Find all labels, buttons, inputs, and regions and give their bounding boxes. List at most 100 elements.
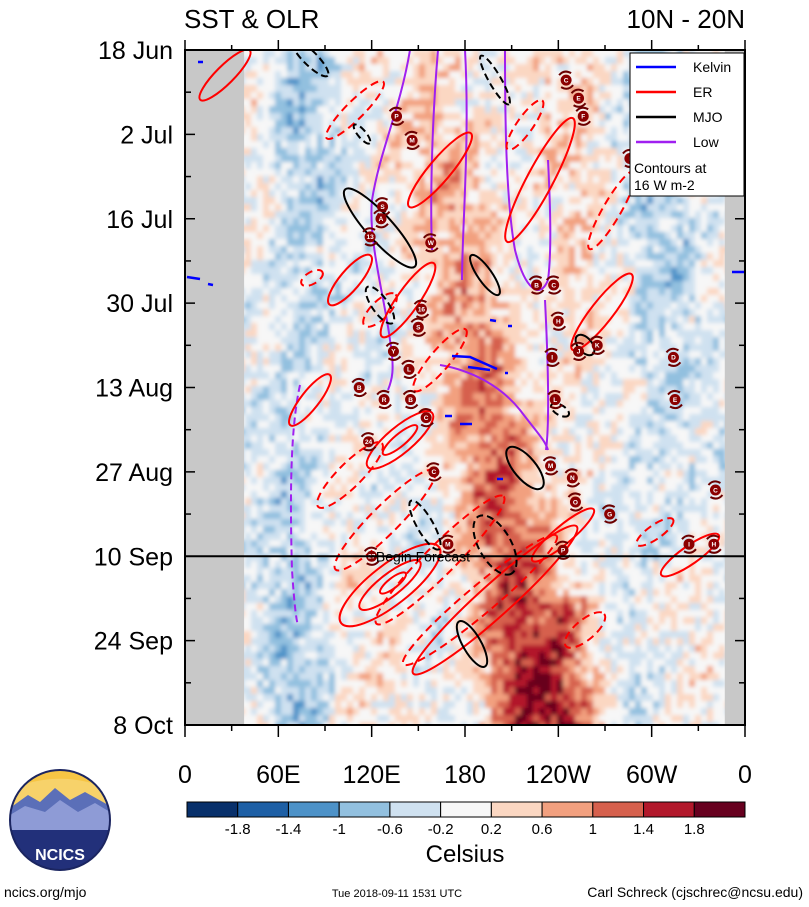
tc-marker: P [555,540,571,560]
y-tick-label: 2 Jul [120,121,173,149]
tc-marker: F [575,106,591,126]
legend-label: Kelvin [693,59,731,75]
tc-marker-letter: O [573,499,578,506]
legend-entry: MJO [636,109,723,125]
tc-marker-letter: N [570,475,575,482]
colorbar-tick-label: -0.2 [428,821,454,838]
colorbar-tick-label: -1 [333,821,346,838]
colorbar-unit-label: Celsius [426,841,505,868]
tc-marker-letter: 16 [418,306,426,313]
colorbar-swatch [440,801,492,818]
tc-marker-letter: Y [391,349,396,356]
tc-marker-letter: B [408,397,413,404]
colorbar-swatch [186,801,239,818]
tc-marker: G [601,504,618,524]
tc-marker-letter: C [432,469,437,476]
x-tick-label: 60W [626,761,678,789]
tc-marker-letter: I [688,541,690,548]
x-tick-label: 0 [178,761,192,789]
tc-marker-letter: H [556,319,561,326]
colorbar-swatch [338,801,391,818]
legend: Kelvin ER MJO Low Contours at 16 W m-2 [629,52,745,197]
tc-marker-letter: M [409,138,414,145]
tc-marker-letter: I [551,355,553,362]
y-tick-label: 10 Sep [94,543,173,571]
tc-marker-letter: S [380,204,385,211]
colorbar-tick-label: -1.8 [225,821,251,838]
tc-marker: M [542,456,559,476]
colorbar: -1.8 -1.4 -1 -0.6 -0.2 0.2 0.6 1 1.4 1.8 [186,801,746,838]
tc-marker: 24 [360,432,377,452]
low-contour [289,384,301,626]
low-contour [439,364,549,451]
low-contour [430,50,439,251]
ncics-logo: NCICS [9,769,111,871]
legend-label: Low [693,134,720,150]
colorbar-tick-label: 1.8 [684,821,705,838]
forecast-divider: Begin Forecast [185,548,745,564]
y-tick-label: 8 Oct [113,712,173,740]
colorbar-swatch [693,801,746,818]
tc-marker: D [665,347,682,367]
legend-label: MJO [693,109,723,125]
tc-marker-letter: B [357,385,362,392]
low-contour [544,299,550,451]
tc-marker-letter: E [576,96,581,103]
ncics-logo-text: NCICS [35,847,85,864]
x-tick-label: 180 [444,761,486,789]
tc-marker: B [351,377,367,398]
tc-marker: L [547,389,563,410]
tc-marker: N [564,468,581,488]
tc-marker-letter: K [595,343,600,350]
footer-site: ncics.org/mjo [4,884,87,900]
tc-marker-letter: B [534,282,539,289]
tc-marker: I [544,347,560,367]
colorbar-swatch [287,801,340,818]
tc-marker-letter: 24 [365,439,373,446]
tc-marker-letter: P [394,114,399,121]
tc-marker-letter: A [379,216,384,223]
tc-marker: B [402,389,419,410]
tc-marker-letter: R [382,397,387,404]
colorbar-swatch [592,801,645,818]
y-tick-label: 16 Jul [106,206,173,234]
colorbar-tick-label: -0.6 [377,821,403,838]
x-tick-label: 60E [256,761,300,789]
colorbar-tick-label: 0.2 [481,821,502,838]
tc-marker: B [528,275,545,295]
y-tick-label: 30 Jul [106,290,173,318]
tropical-cyclone-markers: PMSA13W16SYLBRBC24CM27BCHIJKLMNOGPCEFIDE… [351,70,724,566]
tc-marker: 13 [362,227,378,247]
tc-marker-letter: C [551,282,556,289]
tc-marker-letter: J [577,349,581,356]
colorbar-tick-label: 0.6 [532,821,553,838]
tc-marker: C [426,462,442,482]
legend-entry: Low [636,134,720,150]
tc-marker-letter: W [428,240,435,247]
tc-marker-letter: C [713,487,718,494]
tc-marker-letter: S [416,325,421,332]
x-tick-label: 120W [526,761,592,789]
low-contour [504,50,552,291]
y-tick-label: 13 Aug [95,375,173,403]
tc-marker: E [570,88,587,108]
tc-marker: O [567,492,584,512]
tc-marker-letter: L [407,367,411,374]
tc-marker: J [570,341,587,361]
tc-marker-letter: M [445,541,450,548]
tc-marker-letter: 13 [366,234,374,241]
tc-marker: C [558,70,574,90]
y-tick-label: 18 Jun [98,37,173,65]
colorbar-tick-label: 1.4 [633,821,654,838]
tc-marker-letter: H [712,541,717,548]
y-tick-label: 24 Sep [94,628,173,656]
tc-marker: M [440,534,456,554]
tc-marker: M [404,130,420,150]
low-contour [461,50,468,281]
tc-marker: E [667,389,683,410]
tc-marker-letter: F [581,114,585,121]
x-tick-label: 120E [342,761,400,789]
x-axis: 0 60E 120E 180 120W 60W 0 [178,40,752,789]
colorbar-swatch [237,801,289,818]
